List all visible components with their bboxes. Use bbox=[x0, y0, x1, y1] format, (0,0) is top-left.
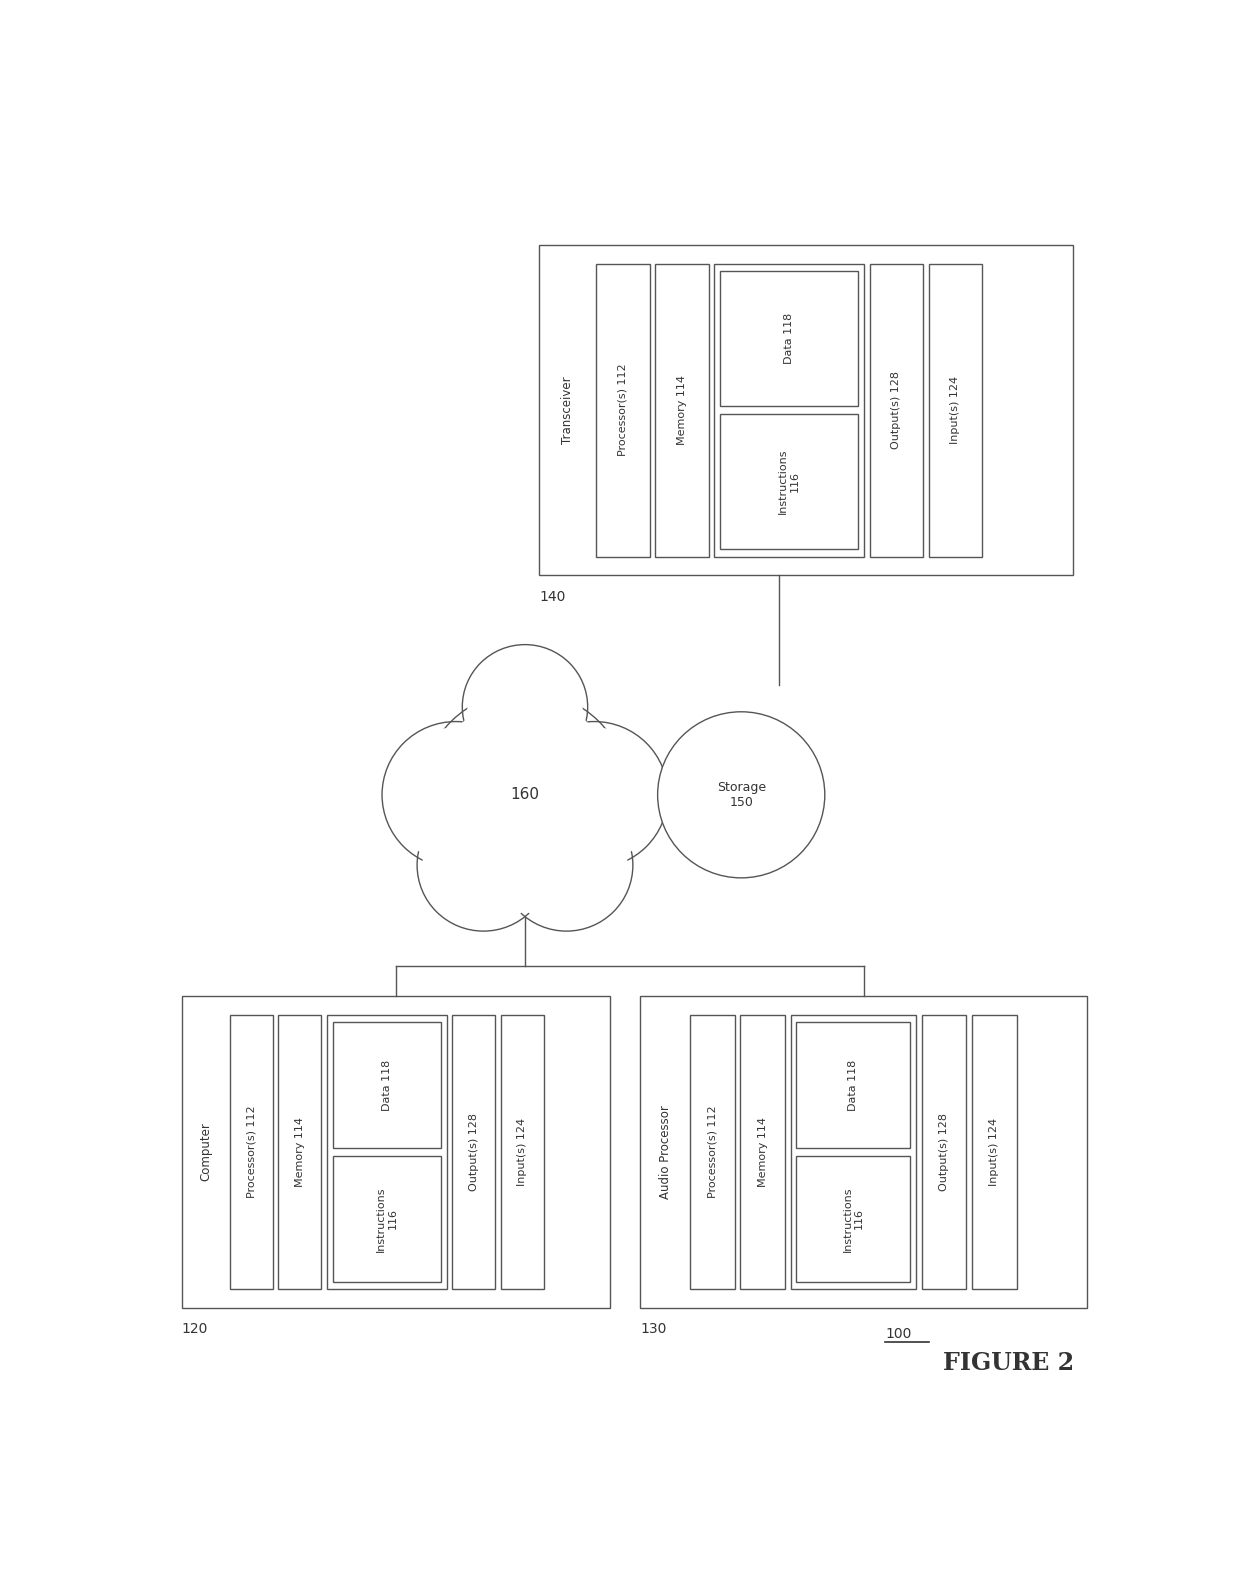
Ellipse shape bbox=[423, 804, 544, 926]
Text: 120: 120 bbox=[182, 1323, 208, 1337]
Ellipse shape bbox=[467, 650, 583, 764]
Bar bbox=[332, 1021, 441, 1148]
Text: Data 118: Data 118 bbox=[848, 1059, 858, 1110]
Bar bbox=[596, 263, 650, 557]
Ellipse shape bbox=[657, 712, 825, 879]
Bar bbox=[791, 1015, 916, 1289]
Bar bbox=[182, 996, 610, 1308]
Text: 160: 160 bbox=[511, 787, 539, 803]
Text: 100: 100 bbox=[885, 1327, 911, 1340]
Bar bbox=[501, 1015, 543, 1289]
Text: Output(s) 128: Output(s) 128 bbox=[469, 1113, 479, 1191]
Ellipse shape bbox=[417, 799, 549, 931]
Text: FIGURE 2: FIGURE 2 bbox=[942, 1351, 1074, 1375]
Text: Audio Processor: Audio Processor bbox=[658, 1105, 672, 1199]
Bar bbox=[796, 1156, 910, 1281]
Bar bbox=[972, 1015, 1017, 1289]
Text: 140: 140 bbox=[539, 590, 565, 604]
Ellipse shape bbox=[500, 799, 632, 931]
Bar bbox=[720, 271, 858, 406]
Ellipse shape bbox=[506, 804, 627, 926]
Bar bbox=[640, 996, 1087, 1308]
Text: Processor(s) 112: Processor(s) 112 bbox=[707, 1105, 717, 1199]
Text: Input(s) 124: Input(s) 124 bbox=[990, 1118, 999, 1186]
Text: Input(s) 124: Input(s) 124 bbox=[950, 376, 960, 444]
Bar bbox=[796, 1021, 910, 1148]
Text: Output(s) 128: Output(s) 128 bbox=[939, 1113, 949, 1191]
Text: 130: 130 bbox=[640, 1323, 667, 1337]
Text: Output(s) 128: Output(s) 128 bbox=[892, 371, 901, 449]
Bar bbox=[740, 1015, 785, 1289]
Text: Instructions
116: Instructions 116 bbox=[842, 1186, 864, 1251]
Bar bbox=[929, 263, 982, 557]
Ellipse shape bbox=[521, 722, 668, 868]
Text: Memory 114: Memory 114 bbox=[295, 1117, 305, 1186]
Text: Data 118: Data 118 bbox=[382, 1059, 392, 1110]
Text: Instructions
116: Instructions 116 bbox=[779, 449, 800, 514]
Ellipse shape bbox=[420, 691, 630, 899]
Bar bbox=[869, 263, 923, 557]
Ellipse shape bbox=[526, 728, 662, 863]
Ellipse shape bbox=[382, 722, 529, 868]
Text: Storage
150: Storage 150 bbox=[717, 780, 766, 809]
Text: Input(s) 124: Input(s) 124 bbox=[517, 1118, 527, 1186]
Bar bbox=[453, 1015, 495, 1289]
Text: Memory 114: Memory 114 bbox=[677, 376, 687, 446]
Bar bbox=[921, 1015, 966, 1289]
Bar bbox=[720, 414, 858, 549]
Text: Transceiver: Transceiver bbox=[562, 376, 574, 444]
Ellipse shape bbox=[429, 699, 621, 890]
Bar bbox=[332, 1156, 441, 1281]
Bar bbox=[656, 263, 709, 557]
Text: Processor(s) 112: Processor(s) 112 bbox=[618, 363, 627, 457]
Text: Memory 114: Memory 114 bbox=[758, 1117, 768, 1186]
Bar bbox=[714, 263, 864, 557]
Bar bbox=[327, 1015, 446, 1289]
Text: Computer: Computer bbox=[200, 1123, 212, 1182]
Bar bbox=[229, 1015, 273, 1289]
Text: Data 118: Data 118 bbox=[784, 312, 794, 365]
Text: Processor(s) 112: Processor(s) 112 bbox=[247, 1105, 257, 1199]
Ellipse shape bbox=[463, 644, 588, 769]
Bar bbox=[539, 246, 1073, 576]
Bar bbox=[689, 1015, 734, 1289]
Text: Instructions
116: Instructions 116 bbox=[376, 1186, 398, 1251]
Bar bbox=[278, 1015, 321, 1289]
Ellipse shape bbox=[388, 728, 523, 863]
